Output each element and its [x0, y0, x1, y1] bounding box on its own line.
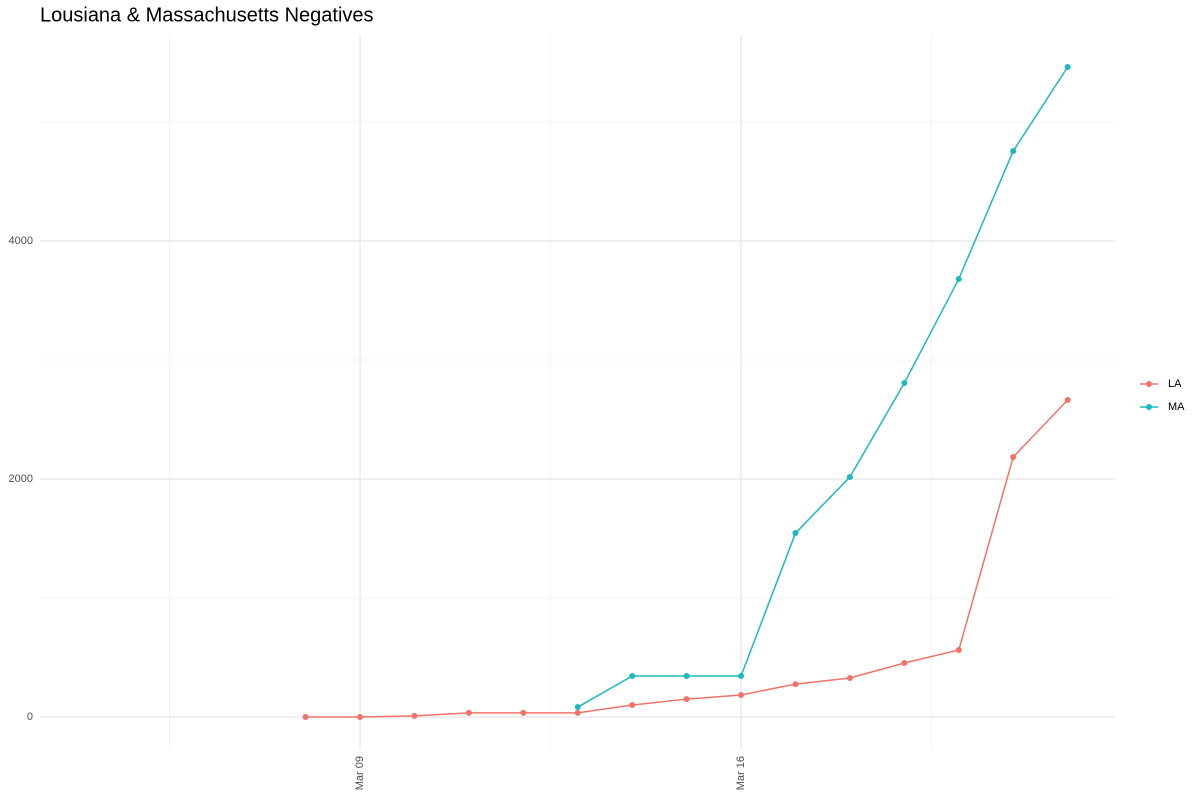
data-point: [465, 709, 472, 716]
data-point: [683, 696, 690, 703]
data-point: [574, 709, 581, 716]
data-point: [1064, 396, 1071, 403]
legend-label: LA: [1168, 378, 1182, 390]
data-point: [1064, 64, 1071, 71]
x-tick-label: Mar 16: [735, 756, 747, 790]
data-point: [955, 275, 962, 282]
data-point: [683, 672, 690, 679]
data-point: [629, 702, 636, 709]
legend-label: MA: [1168, 401, 1185, 413]
data-point: [792, 681, 799, 688]
data-point: [846, 675, 853, 682]
series-line: [577, 66, 1069, 708]
legend-swatch: [1146, 381, 1152, 387]
data-point: [357, 714, 364, 721]
data-point: [901, 660, 908, 667]
data-point: [629, 672, 636, 679]
chart-title: Lousiana & Massachusetts Negatives: [40, 4, 374, 26]
data-point: [738, 692, 745, 699]
data-point: [738, 672, 745, 679]
data-point: [1010, 454, 1017, 461]
y-tick-label: 2000: [9, 473, 33, 485]
y-tick-label: 0: [27, 711, 33, 723]
data-point: [302, 714, 309, 721]
data-point: [1010, 148, 1017, 155]
data-point: [792, 530, 799, 537]
legend-swatch: [1146, 404, 1152, 410]
data-point: [901, 379, 908, 386]
x-tick-label: Mar 09: [354, 756, 366, 790]
data-point: [520, 709, 527, 716]
series-line: [305, 399, 1069, 718]
data-point: [846, 473, 853, 480]
y-tick-label: 4000: [9, 235, 33, 247]
data-point: [411, 712, 418, 719]
data-point: [574, 704, 581, 711]
data-point: [955, 647, 962, 654]
